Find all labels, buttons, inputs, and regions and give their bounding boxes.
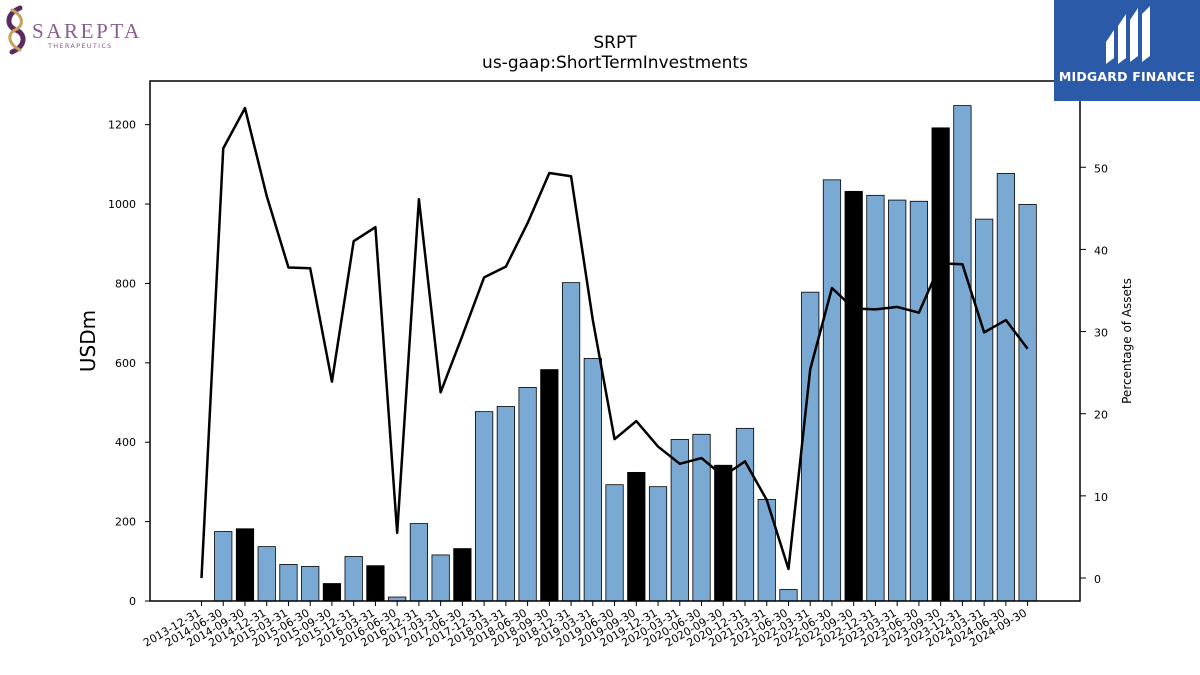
sarepta-sub: THERAPEUTICS (47, 42, 113, 50)
sarepta-swirl-icon: SAREPTA THERAPEUTICS (6, 5, 142, 55)
bar-2021-06-30 (779, 589, 798, 602)
bar-2018-12-31 (561, 282, 581, 602)
bar-2024-03-31 (975, 218, 994, 602)
bar-2019-03-31 (583, 358, 602, 602)
y-right-tick-label: 30 (1094, 327, 1108, 340)
bar-2017-06-30 (453, 548, 472, 602)
y-right-tick-label: 0 (1094, 573, 1101, 586)
y-tick-label: 1000 (108, 198, 136, 211)
bar-2015-12-31 (344, 556, 363, 602)
bar-2014-09-30 (235, 528, 255, 602)
y-axis-right: 0 10 20 30 40 50 (1080, 162, 1108, 586)
chart-titles: SRPT us-gaap:ShortTermInvestments (482, 33, 748, 73)
y-tick-label: 600 (115, 357, 136, 370)
bar-2022-09-30 (844, 190, 863, 602)
bar-2017-03-31 (431, 554, 450, 602)
y-right-tick-label: 40 (1094, 244, 1108, 257)
y-tick-label: 400 (115, 436, 136, 449)
bar-2023-09-30 (931, 127, 950, 602)
bar-2024-09-30 (1018, 204, 1037, 602)
bar-2023-06-30 (909, 200, 929, 602)
midgard-finance-name: MIDGARD FINANCE (1058, 69, 1196, 84)
midgard-m-icon (1106, 6, 1150, 64)
y-axis-left: 0 200 400 600 800 1000 1200 (108, 119, 150, 608)
bar-2017-12-31 (475, 411, 494, 602)
bar-2021-03-31 (757, 498, 776, 602)
sarepta-name: SAREPTA (32, 19, 142, 43)
bar-2015-06-30 (301, 566, 320, 602)
y-tick-label: 800 (115, 277, 136, 290)
bar-2014-06-30 (214, 531, 233, 602)
bar-2019-12-31 (648, 486, 668, 602)
sarepta-logo: SAREPTA THERAPEUTICS (4, 4, 144, 56)
chart-title: SRPT (593, 33, 637, 53)
percentage-line (200, 106, 1029, 579)
y-axis-right-label: Percentage of Assets (1120, 278, 1134, 404)
y-right-tick-label: 50 (1094, 162, 1108, 175)
bar-2014-12-31 (257, 546, 276, 602)
bar-2019-06-30 (605, 484, 624, 602)
bar-2015-03-31 (279, 564, 298, 602)
y-tick-label: 1200 (108, 119, 136, 132)
x-axis: 2013-12-312014-06-302014-09-302014-12-31… (141, 601, 1029, 650)
bar-2023-03-31 (888, 199, 907, 602)
bar-series (214, 105, 1037, 602)
y-axis-label: USDm (76, 310, 100, 372)
chart-subtitle: us-gaap:ShortTermInvestments (482, 53, 748, 73)
bar-2022-03-31 (801, 291, 820, 602)
y-tick-label: 200 (115, 516, 136, 529)
y-right-tick-label: 20 (1094, 409, 1108, 422)
y-tick-label: 0 (129, 595, 136, 608)
bar-2015-09-30 (322, 583, 342, 602)
percentage-line-series (200, 106, 1029, 579)
y-right-tick-label: 10 (1094, 491, 1108, 504)
bar-2023-12-31 (953, 105, 972, 602)
bar-2016-03-31 (366, 565, 385, 602)
bar-2024-06-30 (996, 173, 1015, 602)
bar-2019-09-30 (627, 471, 646, 602)
midgard-finance-logo: MIDGARD FINANCE (1054, 0, 1200, 101)
bar-2022-12-31 (866, 194, 885, 602)
bar-2020-12-31 (735, 427, 755, 602)
bar-2016-12-31 (409, 523, 429, 602)
bar-2020-09-30 (714, 464, 733, 602)
bar-2018-03-31 (496, 406, 515, 602)
bar-2022-06-30 (822, 179, 842, 602)
bar-2018-09-30 (540, 369, 559, 602)
bar-2018-06-30 (518, 387, 537, 602)
